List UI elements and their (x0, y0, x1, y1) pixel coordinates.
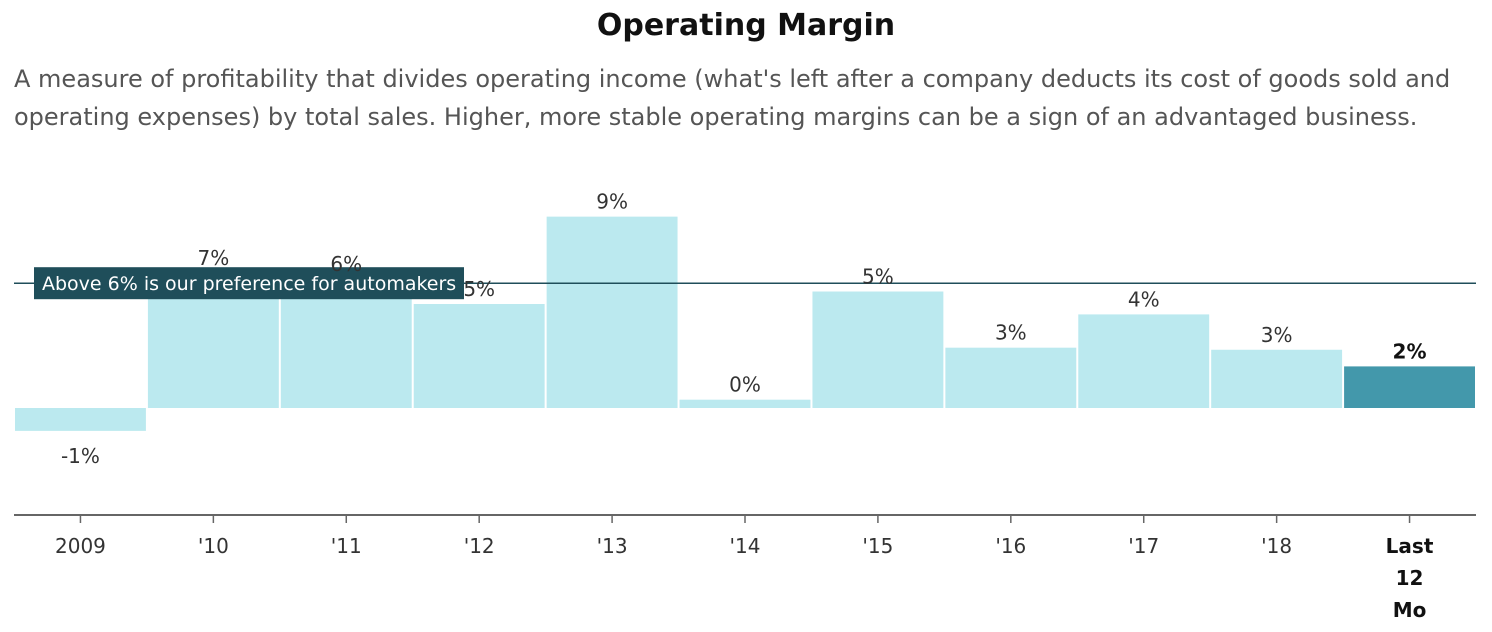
x-tick-label-4: '13 (597, 534, 628, 558)
bar-10 (1344, 366, 1475, 408)
x-tick-label-10: Last 12 Mo (1386, 534, 1434, 622)
bar-value-label-0: -1% (61, 444, 100, 468)
bars-layer (15, 216, 1475, 431)
bar-value-label-9: 3% (1261, 323, 1293, 347)
reference-label: Above 6% is our preference for automaker… (42, 273, 456, 295)
bar-5 (679, 399, 811, 408)
x-tick-label-3: '12 (464, 534, 495, 558)
bar-value-label-4: 9% (596, 190, 628, 214)
x-tick-label-7: '16 (995, 534, 1026, 558)
bar-value-label-6: 5% (862, 265, 894, 289)
chart-description: A measure of profitability that divides … (14, 65, 1451, 131)
bar-value-label-10: 2% (1393, 339, 1427, 363)
bar-value-label-7: 3% (995, 321, 1027, 345)
x-tick-label-6: '15 (862, 534, 893, 558)
bar-3 (413, 304, 545, 408)
bar-value-label-3: 5% (463, 277, 495, 301)
bar-6 (812, 291, 944, 408)
x-tick-label-0: 2009 (55, 534, 106, 558)
bar-8 (1078, 314, 1210, 408)
bar-value-label-2: 6% (330, 252, 362, 276)
reference-layer: Above 6% is our preference for automaker… (14, 267, 1476, 300)
value-labels-layer: -1% 7% 6% 5% 9% 0% 5% 3% 4% 3% 2% (61, 190, 1427, 468)
bar-4 (546, 216, 678, 408)
x-tick-label-9: '18 (1261, 534, 1292, 558)
reference-label-badge (34, 267, 464, 300)
bar-value-label-8: 4% (1128, 287, 1160, 311)
chart-title: Operating Margin (596, 8, 896, 43)
x-tick-label-8: '17 (1128, 534, 1159, 558)
bar-value-label-5: 0% (729, 373, 761, 397)
x-tick-label-2: '11 (331, 534, 362, 558)
x-tick-label-5: '14 (730, 534, 761, 558)
x-tick-label-1: '10 (198, 534, 229, 558)
bar-value-label-1: 7% (197, 246, 229, 270)
bar-7 (945, 347, 1077, 408)
x-axis: 2009 '10 '11 '12 '13 '14 '15 '16 '17 '18 Last 12 Mo (14, 514, 1476, 622)
bar-0 (15, 408, 146, 431)
bar-9 (1211, 349, 1343, 408)
bar-2 (280, 279, 412, 408)
